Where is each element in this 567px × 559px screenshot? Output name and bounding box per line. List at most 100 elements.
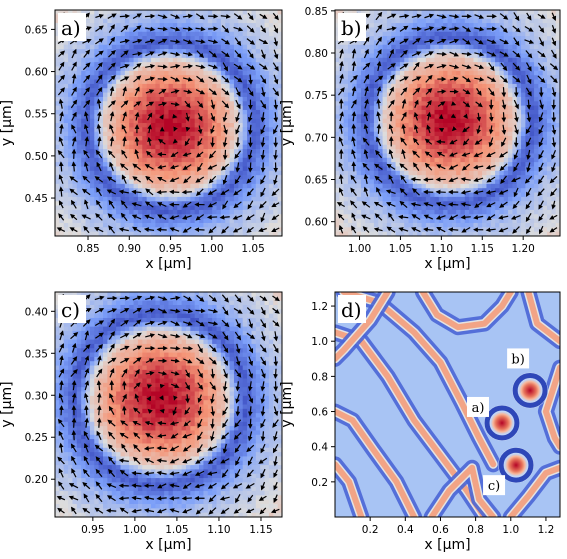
arrow: [195, 188, 204, 197]
arrow: [338, 224, 344, 234]
arrow: [182, 164, 192, 170]
arrow: [234, 419, 242, 428]
arrow: [108, 62, 116, 71]
x-tick-label: 0.2: [362, 524, 379, 536]
y-tick-label: 0.65: [25, 24, 48, 36]
panel-label: b): [341, 16, 362, 40]
arrow: [157, 14, 168, 19]
arrow: [246, 25, 255, 33]
arrow: [220, 432, 230, 440]
arrow: [538, 124, 544, 135]
arrow: [486, 202, 496, 208]
arrow: [132, 307, 142, 314]
arrow: [170, 63, 181, 69]
arrow: [448, 227, 459, 233]
arrow: [436, 38, 447, 44]
arrow: [158, 88, 167, 95]
arrow: [436, 14, 447, 19]
arrow: [156, 508, 167, 514]
arrow: [107, 444, 116, 452]
arrow: [147, 408, 153, 414]
arrow: [144, 420, 154, 426]
x-tick-label: 0.6: [432, 524, 449, 536]
arrow: [109, 123, 114, 134]
arrow: [462, 25, 472, 32]
arrow: [143, 508, 155, 513]
arrow: [170, 39, 181, 44]
heatmap-pixels: [55, 292, 282, 517]
arrow: [69, 188, 78, 196]
arrow: [272, 444, 279, 454]
arrow: [259, 295, 268, 302]
arrow: [107, 213, 116, 221]
arrow: [247, 343, 254, 354]
arrow: [94, 320, 105, 327]
arrow: [437, 101, 446, 107]
y-tick-label: 0.60: [25, 67, 48, 79]
arrow: [221, 226, 229, 234]
arrow: [272, 12, 279, 21]
arrow: [144, 458, 154, 464]
arrow: [270, 508, 280, 514]
arrow: [170, 14, 181, 19]
y-axis-label: y [µm]: [0, 381, 15, 427]
arrow: [246, 63, 256, 70]
arrow: [436, 63, 447, 69]
arrow: [159, 383, 165, 389]
arrow: [273, 37, 279, 47]
stripe-domain: [428, 464, 497, 517]
arrow: [71, 342, 77, 353]
arrow: [449, 76, 459, 82]
arrow: [410, 177, 421, 182]
arrow: [195, 320, 205, 327]
arrow: [133, 101, 142, 107]
arrow: [169, 189, 180, 195]
arrow: [194, 470, 205, 476]
arrow: [235, 456, 241, 466]
x-tick-label: 0.8: [467, 524, 484, 536]
arrow: [234, 331, 242, 341]
arrow: [197, 343, 203, 354]
arrow: [145, 370, 155, 376]
arrow: [82, 468, 90, 478]
arrow: [96, 430, 102, 441]
arrow: [106, 189, 117, 195]
arrow: [473, 164, 484, 170]
arrow: [84, 136, 90, 147]
arrow: [485, 227, 496, 233]
arrow: [550, 188, 558, 197]
x-tick-label: 1.15: [471, 243, 494, 255]
arrow: [271, 227, 280, 233]
arrow: [526, 162, 531, 173]
arrow: [473, 151, 484, 157]
y-tick-label: 0.20: [25, 474, 48, 486]
arrow: [273, 124, 279, 135]
arrow: [436, 227, 446, 233]
panel-label-box: [58, 295, 86, 323]
skyrmion: [490, 411, 514, 435]
arrow: [350, 75, 358, 83]
arrow: [144, 495, 155, 501]
x-tick-label: 0.85: [76, 243, 99, 255]
arrow: [410, 202, 421, 207]
arrow: [83, 493, 90, 503]
arrow: [524, 25, 534, 32]
arrow: [157, 333, 168, 339]
arrow: [145, 76, 156, 82]
arrow: [158, 101, 168, 107]
arrow: [182, 433, 192, 439]
arrow: [399, 200, 408, 209]
arrow: [273, 393, 279, 404]
arrow: [220, 189, 230, 196]
skyrmion-label-box: [466, 396, 489, 417]
arrow: [143, 470, 155, 476]
arrow: [182, 152, 192, 157]
arrow: [181, 189, 192, 195]
arrow: [145, 13, 156, 19]
arrow: [538, 25, 545, 33]
arrow: [208, 50, 217, 58]
arrow: [83, 442, 89, 453]
arrow: [133, 25, 142, 33]
stripe-domain: [419, 292, 514, 331]
x-tick-label: 1.10: [430, 243, 453, 255]
